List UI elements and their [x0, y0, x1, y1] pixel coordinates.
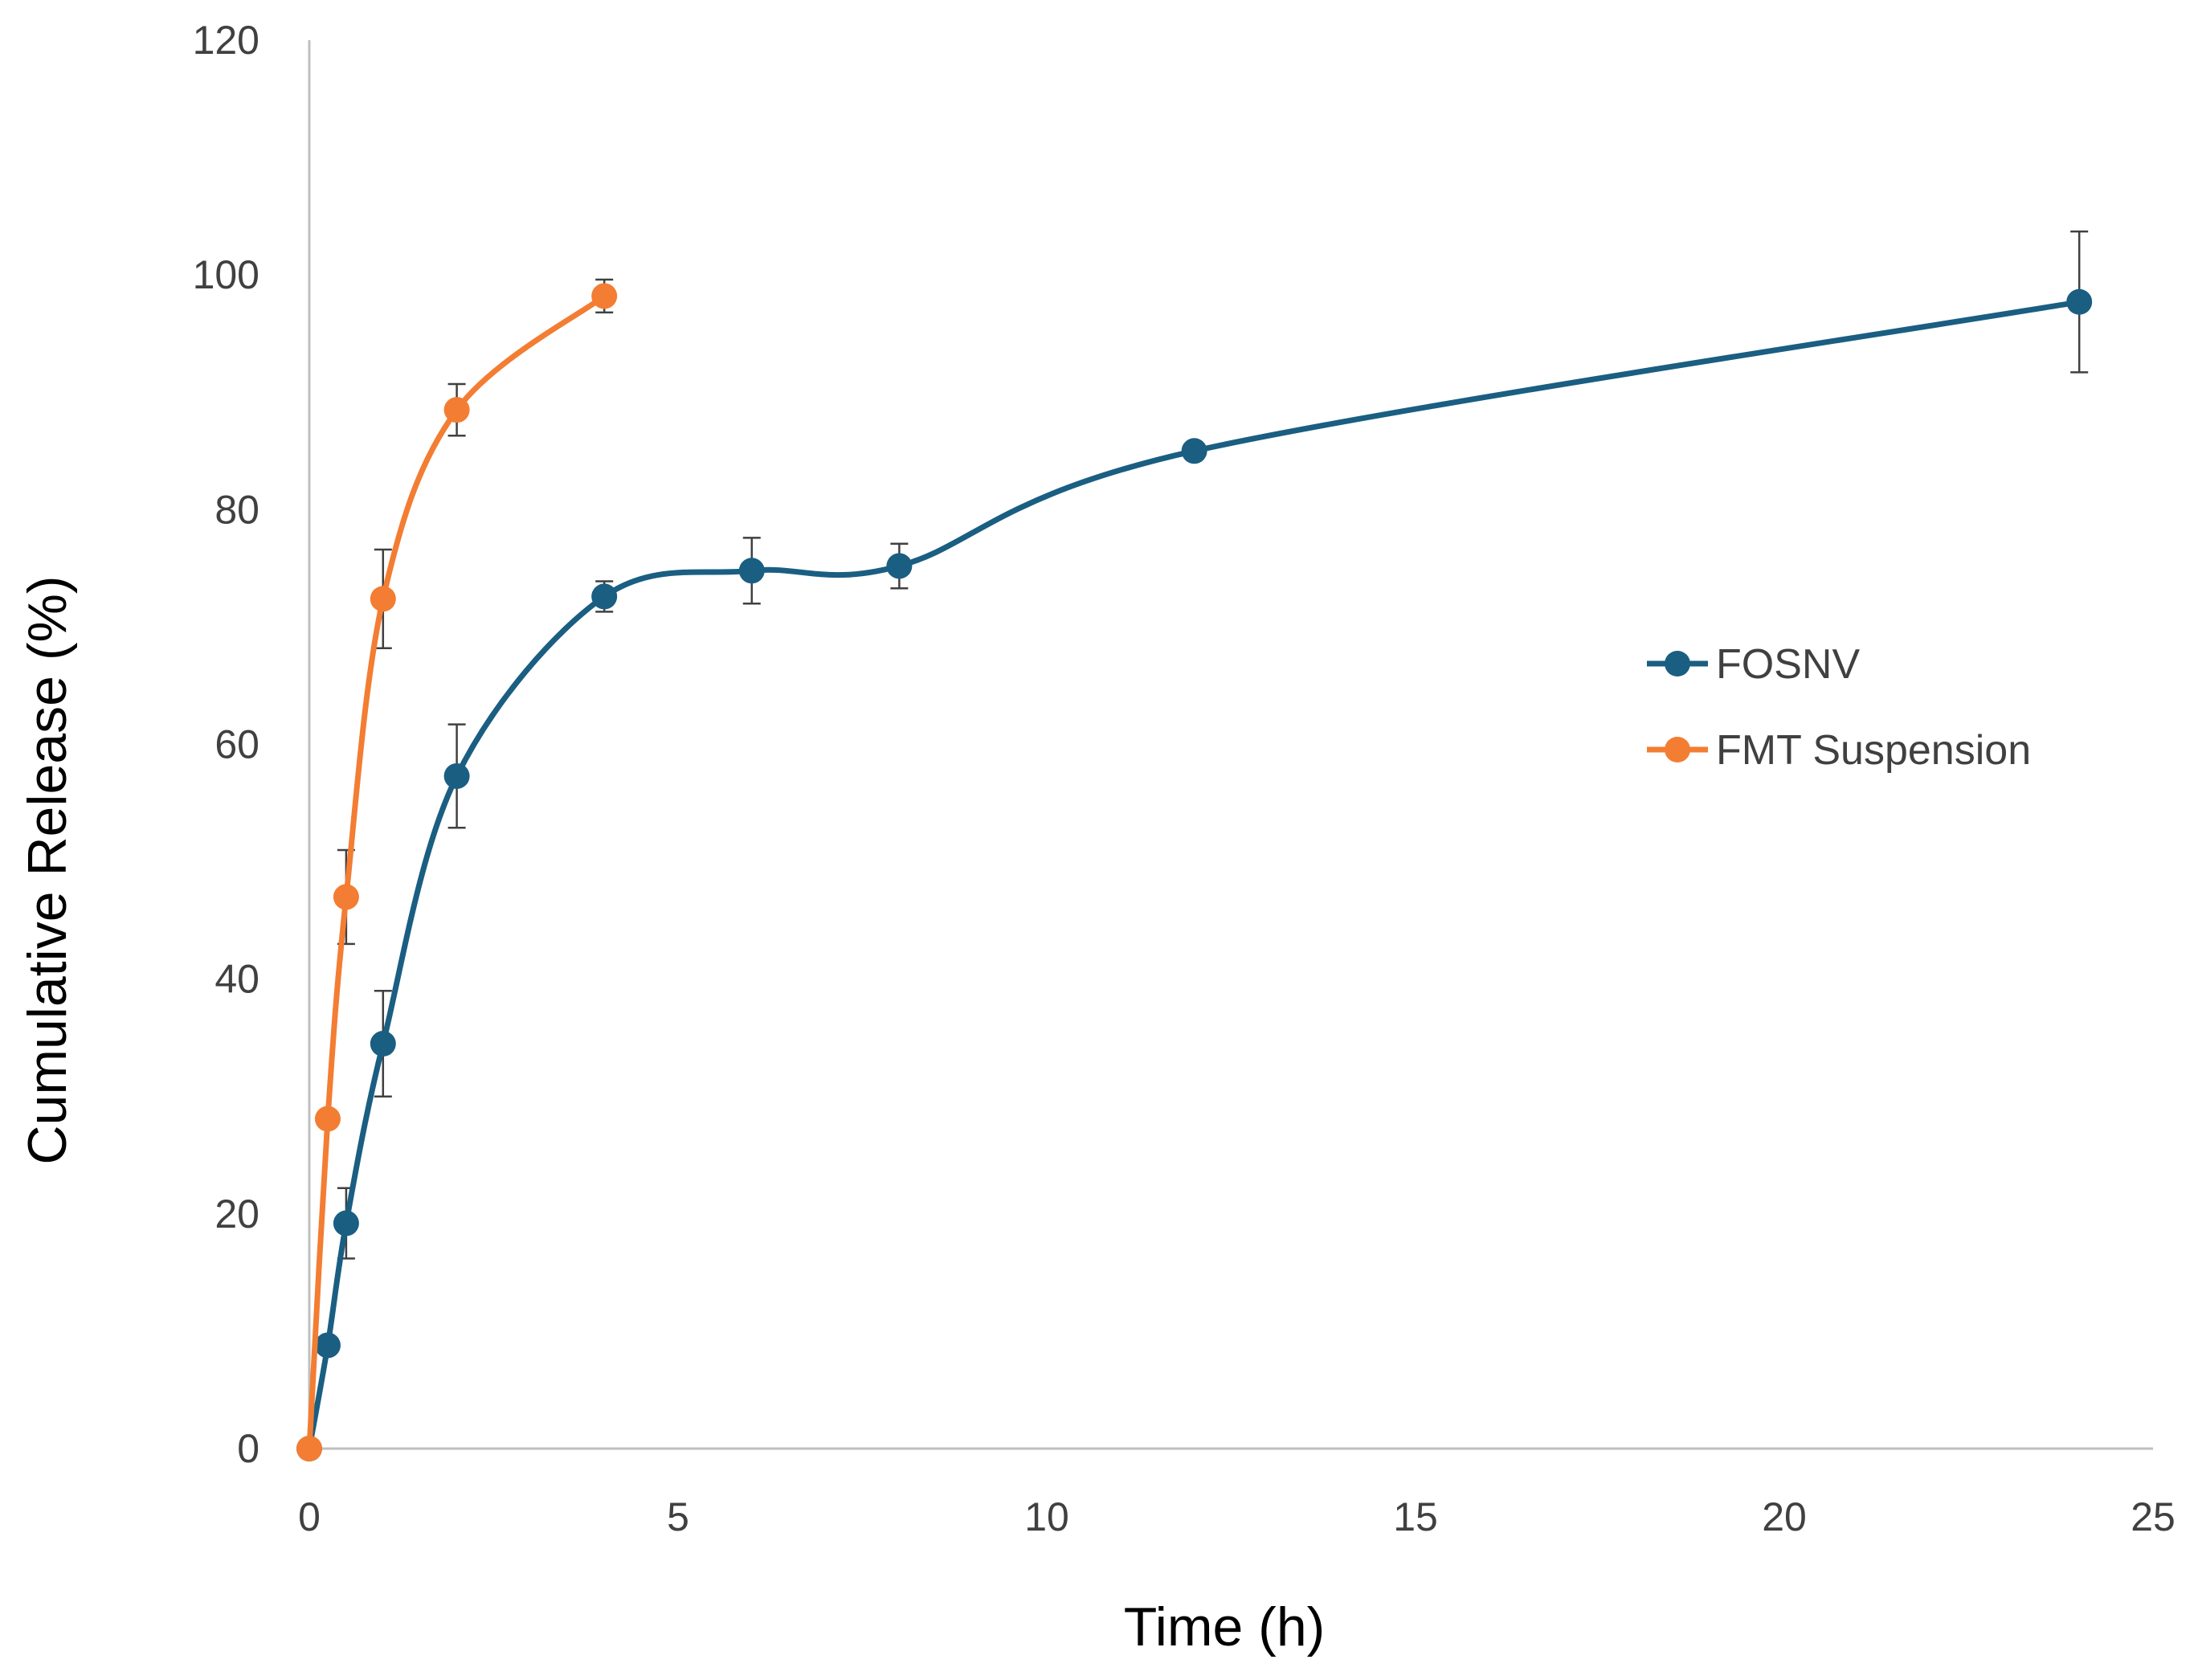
x-tick-label: 15 — [1393, 1494, 1438, 1539]
series-fosnv — [296, 230, 2093, 1461]
series-line — [306, 292, 607, 1452]
x-tick-label: 10 — [1024, 1494, 1069, 1539]
y-tick-label: 120 — [193, 18, 259, 63]
data-point — [370, 586, 396, 612]
legend-swatch-marker — [1665, 651, 1690, 676]
series-layer — [296, 230, 2093, 1461]
legend-item-fosnv: FOSNV — [1647, 641, 1860, 688]
y-tick-label: 40 — [214, 957, 259, 1002]
data-point — [296, 1436, 322, 1461]
data-point — [738, 558, 765, 584]
y-tick-label: 80 — [214, 487, 259, 532]
data-point — [333, 884, 359, 910]
data-point — [591, 283, 618, 309]
x-axis-title: Time (h) — [1124, 1596, 1326, 1658]
y-tick-labels: 0 20 40 60 80 100 120 — [193, 18, 259, 1471]
y-tick-label: 0 — [237, 1426, 259, 1471]
data-point — [443, 762, 470, 789]
data-point — [2066, 288, 2093, 315]
axes — [308, 40, 2153, 1450]
x-tick-label: 0 — [298, 1494, 321, 1539]
x-tick-label: 25 — [2131, 1494, 2176, 1539]
x-tick-labels: 0 5 10 15 20 25 — [298, 1494, 2176, 1539]
x-tick-label: 5 — [667, 1494, 689, 1539]
data-point — [443, 397, 470, 423]
data-point — [1181, 438, 1207, 464]
data-point — [314, 1106, 341, 1132]
legend-item-fmt-suspension: FMT Suspension — [1647, 727, 2031, 774]
x-tick-label: 20 — [1762, 1494, 1807, 1539]
legend-swatch-marker — [1665, 737, 1690, 762]
series-line — [306, 299, 2082, 1452]
data-point — [370, 1031, 396, 1057]
y-tick-label: 20 — [214, 1192, 259, 1236]
y-tick-label: 60 — [214, 722, 259, 767]
series-fmt-suspension — [296, 278, 618, 1461]
data-point — [886, 553, 913, 579]
data-point — [591, 583, 618, 610]
y-tick-label: 100 — [193, 252, 259, 297]
data-point — [333, 1210, 359, 1236]
legend-label: FMT Suspension — [1716, 727, 2031, 774]
data-point — [314, 1332, 341, 1359]
y-axis-title: Cumulative Release (%) — [17, 575, 78, 1164]
legend: FOSNV FMT Suspension — [1647, 641, 2031, 774]
legend-label: FOSNV — [1716, 641, 1860, 688]
